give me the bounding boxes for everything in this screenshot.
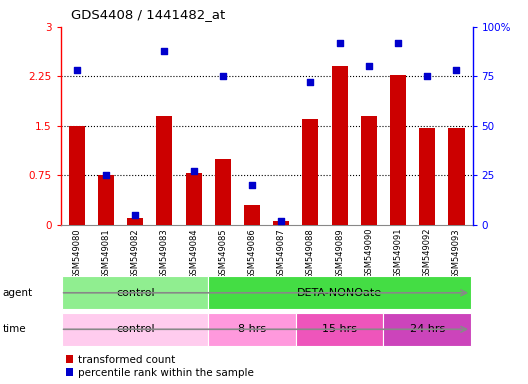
Text: GSM549081: GSM549081: [101, 228, 110, 278]
Text: GSM549088: GSM549088: [306, 228, 315, 279]
Point: [131, 212, 139, 218]
Text: GSM549082: GSM549082: [131, 228, 140, 278]
Text: control: control: [116, 324, 155, 334]
Bar: [208, 313, 296, 346]
Point: [277, 218, 286, 224]
Point: [452, 67, 461, 73]
Bar: [185, 173, 202, 225]
Point: [335, 40, 344, 46]
Text: DETA-NONOate: DETA-NONOate: [297, 288, 382, 298]
Bar: [361, 116, 377, 225]
Text: GSM549086: GSM549086: [248, 228, 257, 279]
Point: [102, 172, 110, 178]
Point: [423, 73, 431, 79]
Point: [248, 182, 256, 188]
Text: GSM549083: GSM549083: [160, 228, 169, 279]
Text: GSM549080: GSM549080: [72, 228, 81, 278]
Text: 15 hrs: 15 hrs: [322, 324, 357, 334]
Text: GSM549091: GSM549091: [393, 228, 402, 278]
Point: [190, 168, 198, 174]
Bar: [296, 313, 383, 346]
Legend: transformed count, percentile rank within the sample: transformed count, percentile rank withi…: [66, 355, 254, 378]
Text: GSM549090: GSM549090: [364, 228, 373, 278]
Bar: [244, 205, 260, 225]
Text: GSM549087: GSM549087: [277, 228, 286, 279]
Text: 24 hrs: 24 hrs: [410, 324, 445, 334]
Point: [306, 79, 315, 85]
Text: GSM549093: GSM549093: [452, 228, 461, 278]
Bar: [69, 126, 85, 225]
Bar: [390, 75, 406, 225]
Bar: [62, 276, 208, 309]
Text: GDS4408 / 1441482_at: GDS4408 / 1441482_at: [71, 8, 225, 21]
Bar: [273, 221, 289, 225]
Bar: [332, 66, 348, 225]
Text: control: control: [116, 288, 155, 298]
Point: [394, 40, 402, 46]
Bar: [98, 175, 114, 225]
Bar: [383, 313, 471, 346]
Point: [365, 63, 373, 70]
Bar: [419, 128, 435, 225]
Text: 8 hrs: 8 hrs: [238, 324, 266, 334]
Point: [160, 48, 168, 54]
Text: GSM549084: GSM549084: [189, 228, 198, 278]
Text: time: time: [3, 324, 26, 334]
Text: agent: agent: [3, 288, 33, 298]
Bar: [62, 313, 208, 346]
Point: [72, 67, 81, 73]
Text: GSM549092: GSM549092: [423, 228, 432, 278]
Bar: [156, 116, 173, 225]
Text: GSM549085: GSM549085: [218, 228, 228, 278]
Bar: [208, 276, 471, 309]
Bar: [303, 119, 318, 225]
Bar: [215, 159, 231, 225]
Bar: [448, 128, 465, 225]
Bar: [127, 218, 143, 225]
Text: GSM549089: GSM549089: [335, 228, 344, 278]
Point: [219, 73, 227, 79]
